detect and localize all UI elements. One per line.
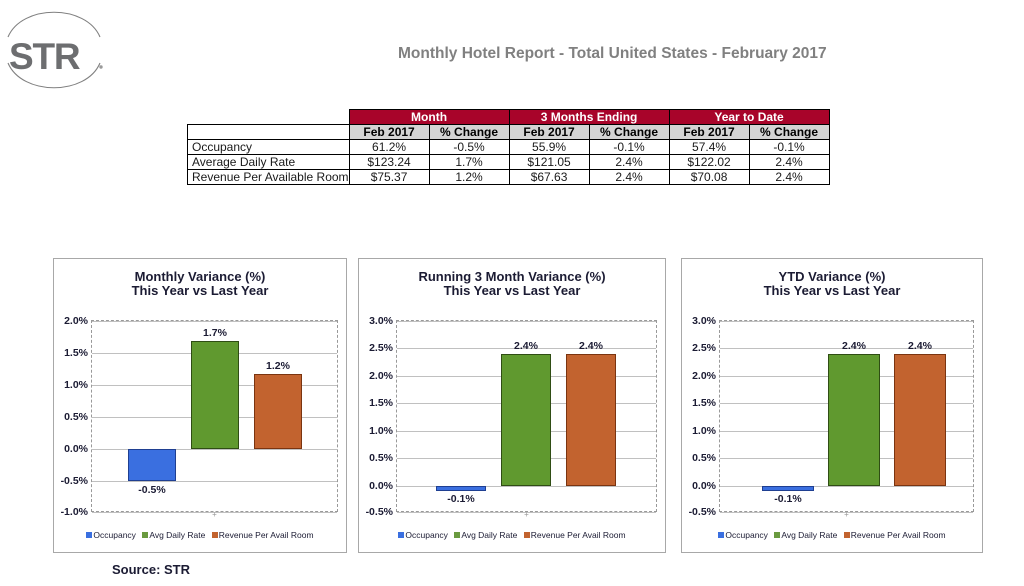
svg-text:STR: STR [9,36,80,77]
